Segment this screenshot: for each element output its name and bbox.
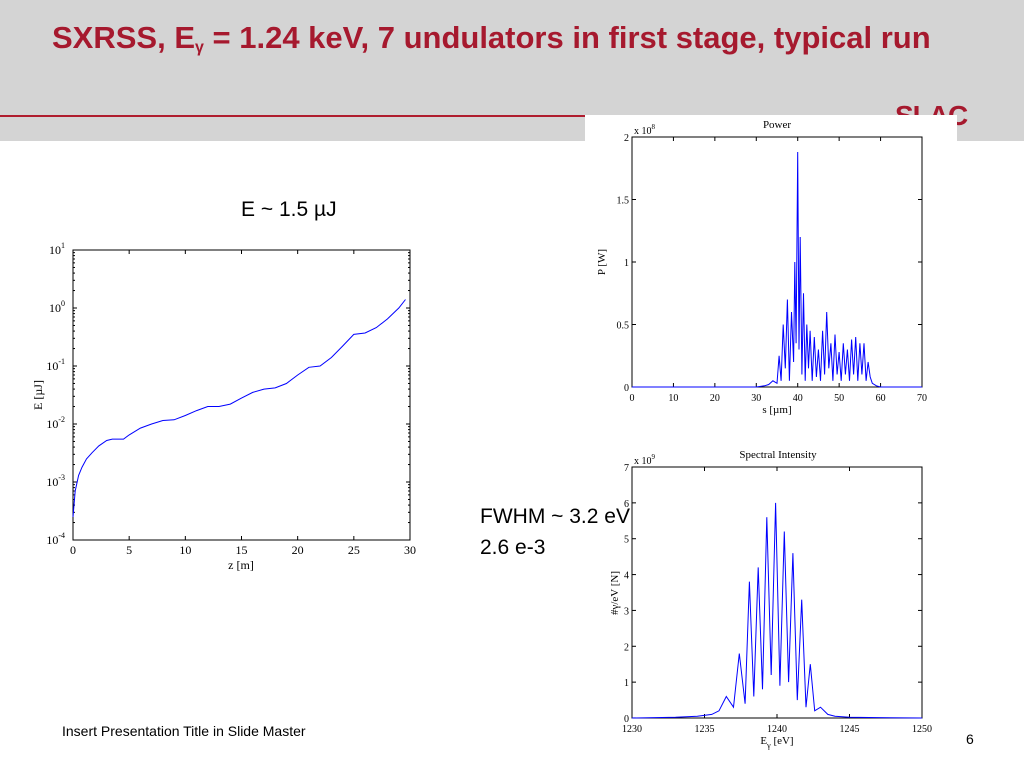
spectral-chart: Spectral Intensity x 109 Eγ [eV] #γ/eV [… [585,443,957,753]
series-line [632,151,922,388]
y-tick-label: 1 [624,678,629,689]
y-tick-label: 101 [49,241,65,257]
x-tick-label: 60 [876,393,886,404]
x-tick-label: 0 [70,543,76,557]
fwhm-label: FWHM ~ 3.2 eV [480,505,630,528]
x-tick-label: 30 [404,543,416,557]
x-tick-label: 1245 [840,724,860,735]
energy-y-axis-label: E [µJ] [31,380,45,410]
spectral-x-axis-label: Eγ [eV] [760,735,793,750]
footer-text: Insert Presentation Title in Slide Maste… [62,723,306,739]
power-chart-svg: Power x 108 s [µm] P [W] 0 10 20 30 40 50 60 70… [596,119,927,416]
y-tick-label: 5 [624,535,629,546]
x-tick-label: 20 [710,393,720,404]
y-tick-label: 0.5 [617,321,630,332]
y-tick-label: 10-1 [46,357,65,373]
y-tick-label: 7 [624,463,629,474]
x-tick-label: 25 [348,543,360,557]
power-y-axis-label: P [W] [596,249,608,275]
bandwidth-label: 2.6 e-3 [480,536,546,559]
page-number: 6 [966,731,974,747]
y-tick-label: 2 [624,133,629,144]
x-tick-label: 50 [834,393,844,404]
power-chart: Power x 108 s [µm] P [W] 0 10 20 30 40 50 60 70… [585,115,957,420]
y-tick-label: 1.5 [617,196,630,207]
x-tick-label: 15 [236,543,248,557]
title-prefix: SXRSS, E [52,20,195,55]
title-rest: = 1.24 keV, 7 undulators in first stage,… [203,20,931,55]
x-tick-label: 1235 [695,724,715,735]
x-tick-label: 1240 [767,724,787,735]
y-tick-label: 4 [624,571,629,582]
y-tick-label: 0 [624,714,629,725]
y-tick-label: 10-3 [46,473,65,489]
y-tick-label: 2 [624,642,629,653]
energy-x-axis-label: z [m] [228,558,254,572]
series-line [631,502,923,719]
power-y-multiplier-base: x 10 [634,126,652,137]
x-tick-label: 10 [668,393,678,404]
spectral-plot-frame [631,466,923,719]
x-tick-label: 30 [751,393,761,404]
spectral-y-axis-label: #γ/eV [N] [609,571,621,615]
x-tick-label: 5 [126,543,132,557]
power-y-multiplier-exp: 8 [652,123,656,131]
y-tick-label: 3 [624,606,629,617]
slide-title: SXRSS, Eγ = 1.24 keV, 7 undulators in fi… [52,18,992,68]
power-x-axis-label: s [µm] [762,404,791,416]
x-tick-label: 20 [292,543,304,557]
y-tick-label: 100 [49,299,65,315]
spectral-chart-title: Spectral Intensity [739,449,817,461]
y-tick-label: 1 [624,258,629,269]
power-y-multiplier: x 108 [634,123,656,137]
header-rule [0,115,600,117]
power-plot-frame [631,136,923,388]
title-subscript: γ [195,39,204,56]
x-tick-label: 10 [179,543,191,557]
spectral-y-multiplier: x 109 [634,453,656,467]
series-line [72,299,406,517]
energy-chart: z [m] E [µJ] 0 5 10 15 20 25 30 101 100 10-1 10-2 1… [30,235,430,580]
x-tick-label: 70 [917,393,927,404]
x-tick-label: 1250 [912,724,932,735]
power-chart-title: Power [763,119,791,131]
y-tick-label: 10-2 [46,415,65,431]
y-tick-label: 10-4 [46,531,65,547]
x-tick-label: 0 [630,393,635,404]
spectral-chart-svg: Spectral Intensity x 109 Eγ [eV] #γ/eV [… [609,449,932,750]
energy-label: E ~ 1.5 µJ [241,198,337,221]
y-tick-label: 0 [624,383,629,394]
x-tick-label: 40 [793,393,803,404]
energy-chart-svg: z [m] E [µJ] 0 5 10 15 20 25 30 101 100 10-1 10-2 1… [31,241,416,572]
y-tick-label: 6 [624,499,629,510]
energy-plot-frame [72,249,411,541]
x-tick-label: 1230 [622,724,642,735]
